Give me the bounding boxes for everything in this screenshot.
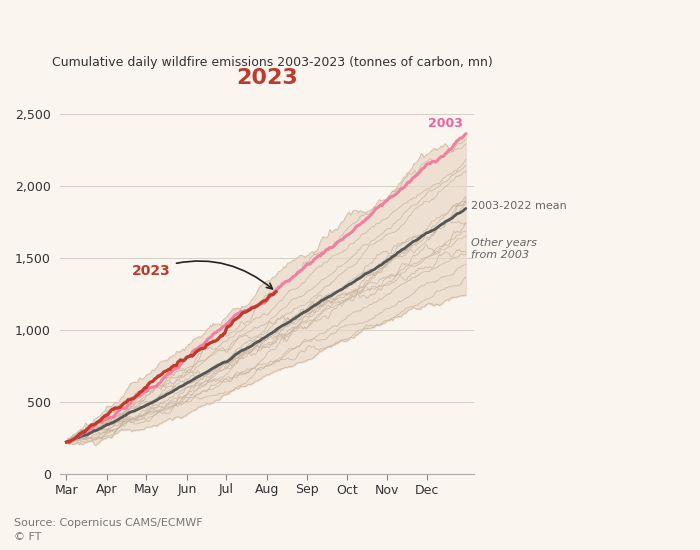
- Text: Other years
from 2003: Other years from 2003: [471, 238, 537, 260]
- Text: Source: Copernicus CAMS/ECMWF
© FT: Source: Copernicus CAMS/ECMWF © FT: [14, 518, 202, 542]
- Text: 2023: 2023: [132, 261, 272, 289]
- Text: 2003-2022 mean: 2003-2022 mean: [471, 201, 567, 211]
- Text: 2003: 2003: [428, 117, 463, 130]
- Text: Cumulative daily wildfire emissions 2003-2023 (tonnes of carbon, mn): Cumulative daily wildfire emissions 2003…: [52, 56, 492, 69]
- Title: 2023: 2023: [236, 68, 298, 87]
